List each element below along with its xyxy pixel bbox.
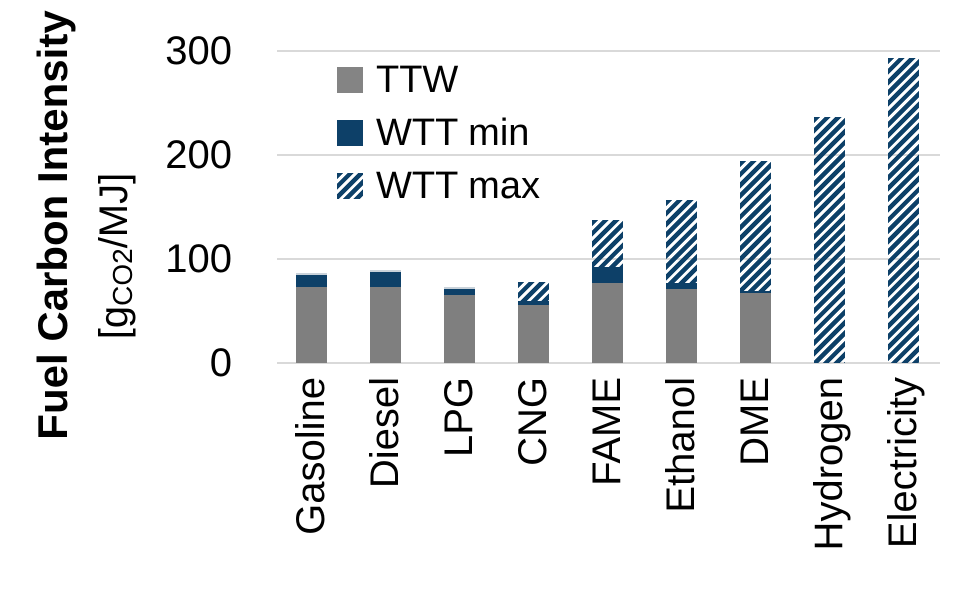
- gridline-200: [277, 154, 940, 156]
- bar-segment-ttw-gasoline: [295, 287, 327, 363]
- bar-segment-wtt-max-dme: [739, 161, 771, 292]
- bar-segment-wtt-max-cng: [517, 281, 549, 301]
- bar-segment-ttw-lpg: [443, 295, 475, 363]
- x-axis-label-fame: FAME: [585, 377, 629, 486]
- bar-segment-ttw-dme: [739, 293, 771, 363]
- plot-area: TTW WTT min WTT max: [277, 50, 940, 364]
- y-tick-label-200: 200: [165, 133, 232, 177]
- gridline-0: [277, 362, 940, 364]
- bar-segment-wtt-min-diesel: [369, 270, 401, 288]
- legend-swatch-wtt-min-icon: [337, 120, 363, 146]
- bar-segment-wtt-min-ethanol: [665, 282, 697, 290]
- legend: TTW WTT min WTT max: [337, 59, 540, 207]
- bar-segment-wtt-min-lpg: [443, 287, 475, 296]
- bar-segment-wtt-min-cng: [517, 300, 549, 305]
- bar-segment-wtt-max-electricity: [887, 58, 919, 363]
- bar-segment-ttw-ethanol: [665, 289, 697, 363]
- bar-segment-wtt-max-ethanol: [665, 199, 697, 283]
- x-axis-label-lpg: LPG: [437, 377, 481, 458]
- legend-item-wtt-max: WTT max: [337, 165, 540, 207]
- bar-segment-ttw-cng: [517, 304, 549, 363]
- legend-item-ttw: TTW: [337, 59, 540, 101]
- bar-segment-wtt-min-gasoline: [295, 272, 327, 288]
- legend-label-wtt-max: WTT max: [376, 165, 540, 207]
- x-axis-label-cng: CNG: [511, 377, 555, 466]
- legend-label-wtt-min: WTT min: [376, 112, 530, 154]
- x-axis-label-hydrogen: Hydrogen: [807, 377, 851, 551]
- bar-segment-wtt-max-fame: [591, 219, 623, 268]
- y-tick-label-0: 0: [209, 341, 232, 385]
- bar-segment-ttw-fame: [591, 282, 623, 363]
- y-axis-units-suffix: /MJ]: [92, 172, 136, 249]
- legend-label-ttw: TTW: [376, 59, 459, 101]
- x-axis-label-electricity: Electricity: [881, 377, 925, 549]
- bar-segment-wtt-max-hydrogen: [813, 116, 845, 363]
- legend-swatch-ttw-icon: [337, 67, 363, 93]
- legend-swatch-wtt-max-icon: [337, 173, 363, 199]
- x-axis-label-ethanol: Ethanol: [659, 377, 703, 513]
- y-axis-units-prefix: [g: [92, 305, 136, 340]
- bar-segment-ttw-diesel: [369, 287, 401, 363]
- legend-item-wtt-min: WTT min: [337, 112, 540, 154]
- x-axis-label-dme: DME: [733, 377, 777, 466]
- bar-segment-wtt-min-dme: [739, 291, 771, 294]
- x-axis-label-diesel: Diesel: [363, 377, 407, 489]
- gridline-300: [277, 50, 940, 52]
- bar-segment-wtt-min-fame: [591, 267, 623, 283]
- y-tick-label-100: 100: [165, 237, 232, 281]
- x-axis-label-gasoline: Gasoline: [289, 377, 333, 535]
- y-tick-label-300: 300: [165, 29, 232, 73]
